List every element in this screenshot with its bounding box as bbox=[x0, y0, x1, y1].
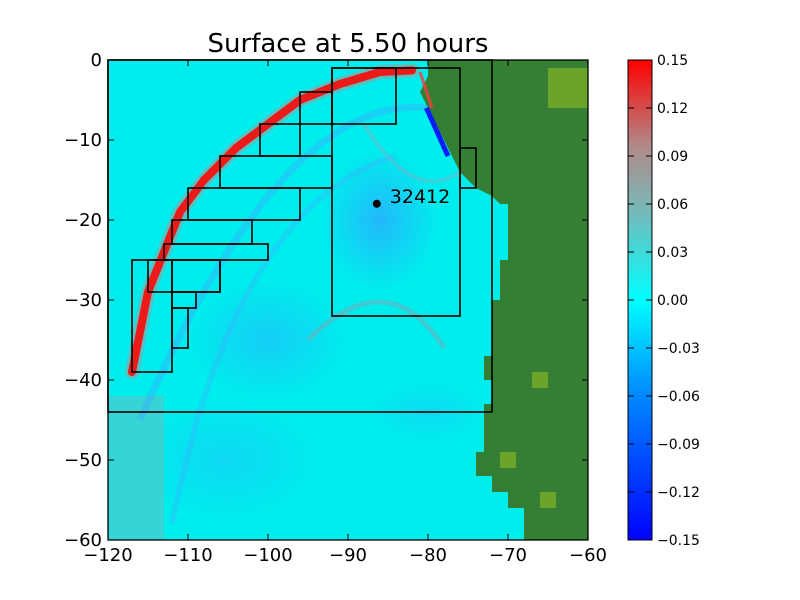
refinement-box bbox=[299, 91, 333, 125]
colorbar-tick-label: −0.09 bbox=[657, 437, 700, 453]
coastal-crest bbox=[418, 71, 434, 109]
x-axis: −120 −110 −100 −90 −80 −70 −60 bbox=[83, 60, 607, 566]
refinement-box bbox=[459, 147, 477, 189]
x-tick-label: −80 bbox=[409, 545, 447, 566]
trailing-ring bbox=[136, 103, 429, 422]
colorbar-tick-label: 0.12 bbox=[657, 101, 688, 117]
x-tick-label: −120 bbox=[83, 545, 132, 566]
x-tick-label: −100 bbox=[243, 545, 292, 566]
colorbar: 0.15 0.12 0.09 0.06 0.03 0.00 −0.03 −0.06 −0.09 −… bbox=[627, 53, 700, 549]
y-tick-label: −40 bbox=[64, 370, 102, 391]
x-tick-label: −110 bbox=[163, 545, 212, 566]
land-polygon bbox=[420, 60, 588, 540]
colorbar-tick-label: −0.06 bbox=[657, 389, 700, 405]
trailing-ring bbox=[362, 122, 462, 183]
colorbar-tick-label: −0.15 bbox=[657, 533, 700, 549]
gauge-label: 32412 bbox=[390, 186, 450, 208]
trough-patch bbox=[322, 150, 438, 290]
trough-patch bbox=[188, 280, 348, 400]
y-tick-label: −20 bbox=[64, 210, 102, 231]
x-tick-label: −60 bbox=[569, 545, 607, 566]
y-tick-label: 0 bbox=[91, 50, 102, 71]
ocean-field bbox=[108, 103, 488, 540]
x-tick-label: −70 bbox=[489, 545, 527, 566]
chart-title: Surface at 5.50 hours bbox=[208, 29, 489, 59]
y-tick-label: −10 bbox=[64, 130, 102, 151]
colorbar-tick-label: 0.15 bbox=[657, 53, 688, 69]
colorbar-tick-label: 0.09 bbox=[657, 149, 688, 165]
land-highlight bbox=[572, 76, 588, 108]
colorbar-tick-label: −0.03 bbox=[657, 341, 700, 357]
colorbar-tick-label: 0.00 bbox=[657, 293, 688, 309]
x-tick-label: −90 bbox=[329, 545, 367, 566]
trailing-ring bbox=[306, 299, 447, 350]
land-mass bbox=[420, 60, 604, 540]
gauge-marker bbox=[372, 199, 381, 208]
y-tick-label: −30 bbox=[64, 290, 102, 311]
y-tick-label: −60 bbox=[64, 530, 102, 551]
y-axis: 0 −10 −20 −30 −40 −50 −60 bbox=[64, 50, 588, 551]
y-tick-label: −50 bbox=[64, 450, 102, 471]
land-highlight bbox=[588, 300, 604, 340]
colorbar-tick-label: −0.12 bbox=[657, 485, 700, 501]
gauge-layer: 32412 bbox=[372, 186, 450, 208]
colorbar-ticks: 0.15 0.12 0.09 0.06 0.03 0.00 −0.03 −0.06 −0.09 −… bbox=[628, 53, 700, 549]
far-field-strip bbox=[108, 396, 164, 540]
colorbar-tick-label: 0.06 bbox=[657, 197, 688, 213]
plot-area bbox=[108, 60, 604, 540]
trough-patch bbox=[138, 400, 318, 520]
land-highlight bbox=[500, 452, 516, 468]
coastal-trough bbox=[424, 106, 451, 158]
trailing-ring bbox=[169, 153, 397, 525]
land-highlight bbox=[540, 492, 556, 508]
colorbar-tick-label: 0.03 bbox=[657, 245, 688, 261]
refinement-box bbox=[171, 291, 197, 309]
land-highlight bbox=[532, 372, 548, 388]
